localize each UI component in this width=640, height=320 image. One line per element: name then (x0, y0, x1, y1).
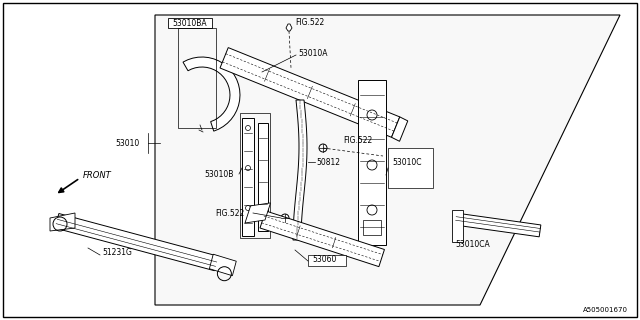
Polygon shape (50, 213, 75, 231)
Text: 53010: 53010 (115, 139, 140, 148)
Text: 53010B: 53010B (204, 170, 234, 179)
Polygon shape (455, 213, 541, 237)
Text: FIG.522: FIG.522 (215, 209, 244, 218)
Polygon shape (258, 123, 268, 231)
Text: 53010C: 53010C (392, 157, 422, 166)
Text: FIG.522: FIG.522 (295, 18, 324, 27)
Text: 53060: 53060 (312, 255, 337, 265)
Polygon shape (293, 100, 307, 240)
Polygon shape (155, 15, 620, 305)
Polygon shape (452, 210, 463, 242)
Bar (308, 255, 346, 266)
Bar (168, 18, 212, 28)
Polygon shape (209, 254, 236, 276)
Text: 51231G: 51231G (102, 247, 132, 257)
Polygon shape (363, 220, 381, 235)
Text: 53010A: 53010A (298, 49, 328, 58)
Polygon shape (260, 211, 385, 267)
Polygon shape (286, 24, 292, 31)
Bar (388, 148, 433, 188)
Polygon shape (242, 118, 254, 236)
Polygon shape (220, 48, 400, 137)
Bar (178, 28, 216, 128)
Text: A505001670: A505001670 (583, 307, 628, 313)
Text: 53010CA: 53010CA (455, 239, 490, 249)
Polygon shape (183, 57, 240, 131)
Bar (240, 113, 270, 238)
Polygon shape (358, 80, 386, 245)
Polygon shape (55, 213, 218, 271)
Polygon shape (245, 203, 271, 223)
Text: 50812: 50812 (316, 157, 340, 166)
Polygon shape (392, 117, 408, 141)
Text: 53010BA: 53010BA (173, 19, 207, 28)
Text: FRONT: FRONT (83, 171, 112, 180)
Text: FIG.522: FIG.522 (343, 135, 372, 145)
